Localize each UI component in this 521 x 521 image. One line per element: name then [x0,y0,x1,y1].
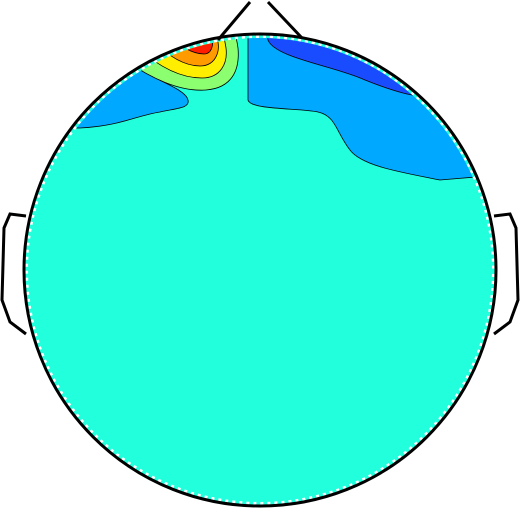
head-outline [22,32,498,508]
nose-outline-right [266,0,304,40]
nose-outline [216,1,252,41]
right-ear-outline [493,212,520,336]
left-ear-outline [0,212,27,336]
